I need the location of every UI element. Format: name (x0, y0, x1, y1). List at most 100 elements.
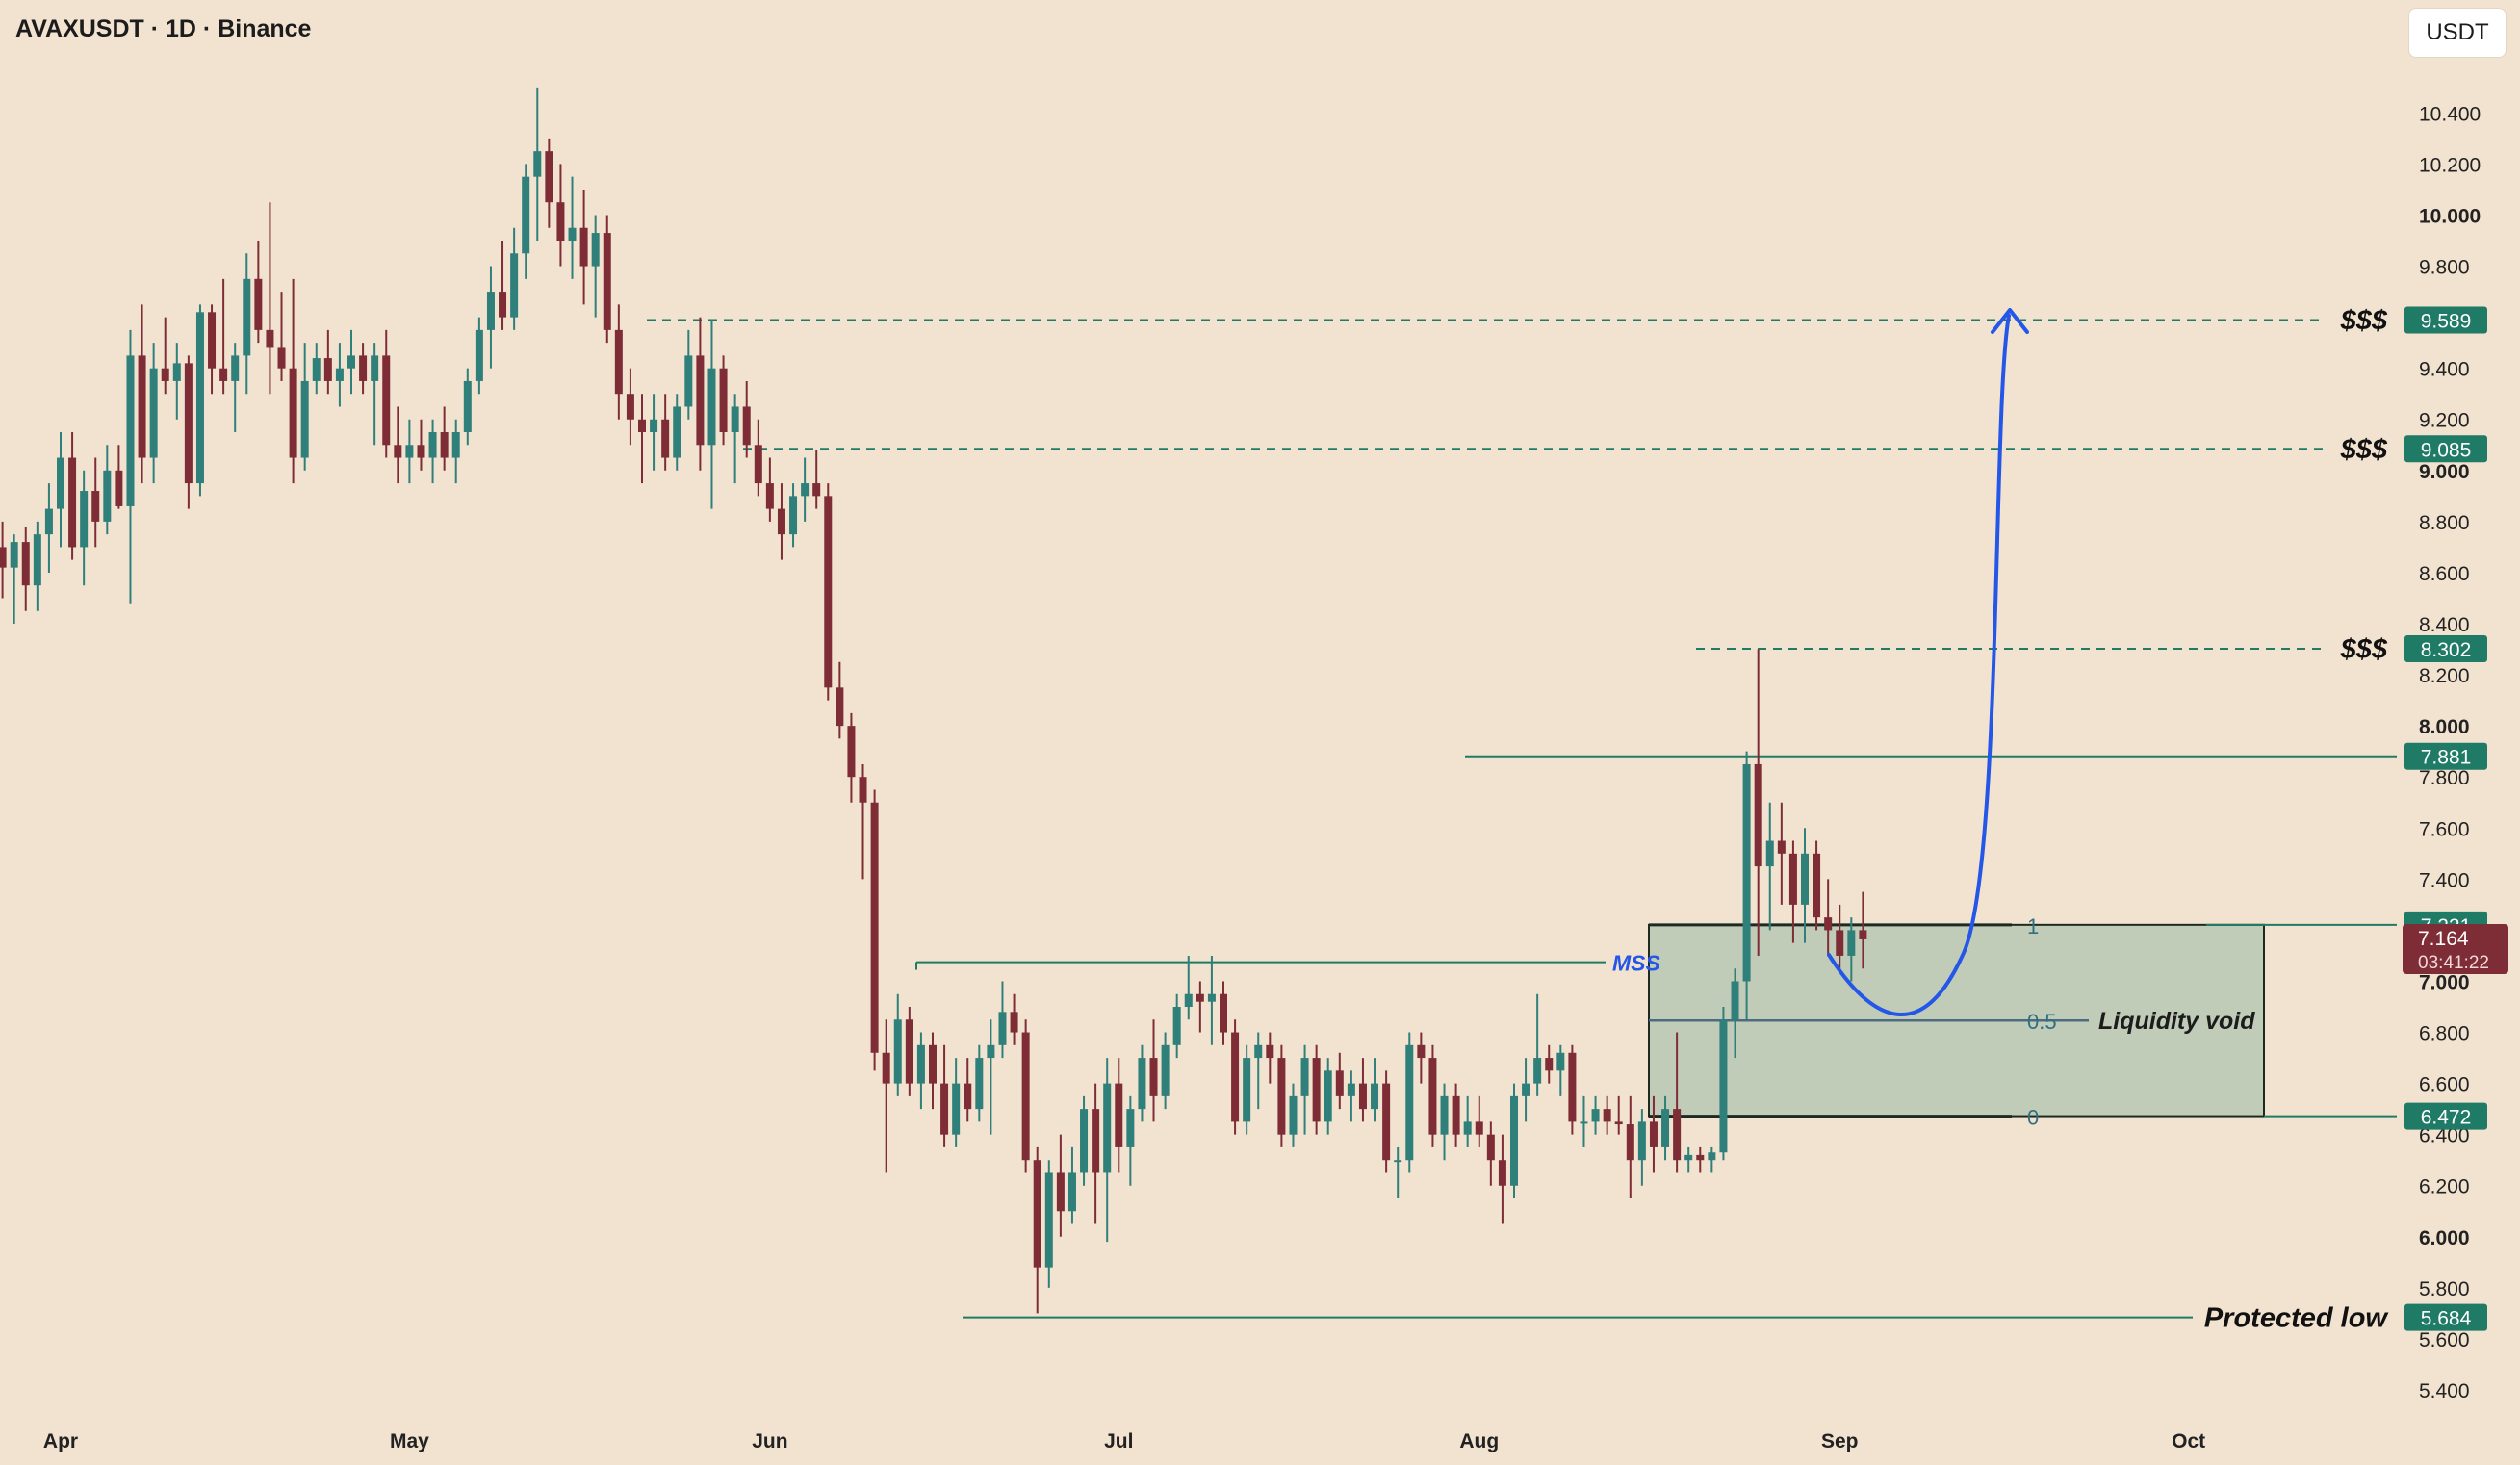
y-tick-label: 7.800 (2419, 767, 2470, 789)
liquidity-tag: $$$ (2340, 634, 2388, 665)
candle-body (405, 445, 414, 458)
candle-body (754, 445, 762, 484)
candle-body (161, 368, 169, 381)
candle-body (33, 534, 41, 586)
candle-body (533, 151, 542, 177)
candle-body (277, 347, 286, 369)
candle-body (0, 547, 7, 568)
candle-body (1463, 1121, 1472, 1135)
candle-body (1126, 1109, 1135, 1147)
candle-countdown: 03:41:22 (2418, 953, 2489, 973)
candle-body (824, 496, 833, 688)
candle-body (638, 419, 646, 433)
candle-body (440, 432, 449, 458)
candle-body (673, 406, 681, 458)
candle-body (1277, 1058, 1286, 1135)
candle-body (1801, 853, 1809, 905)
candle-body (545, 151, 553, 203)
candle-body (719, 368, 728, 433)
candle-body (650, 419, 658, 433)
candle-body (591, 233, 600, 267)
candle-body (603, 233, 611, 330)
candle-body (1836, 930, 1844, 956)
y-tick-label: 8.200 (2419, 665, 2470, 687)
candle-body (1149, 1058, 1158, 1096)
currency-button[interactable]: USDT (2408, 8, 2507, 58)
candle-body (335, 368, 344, 381)
y-tick-label: 10.000 (2419, 205, 2481, 227)
candle-body (1371, 1083, 1379, 1110)
candle-body (522, 176, 530, 254)
candle-body (1405, 1044, 1414, 1161)
candle-body (789, 496, 798, 535)
price-badge (2404, 306, 2487, 334)
chart-title: AVAXUSDT · 1D · Binance (15, 15, 312, 42)
candle-body (499, 292, 507, 318)
candle-body (1243, 1058, 1251, 1122)
candle-body (21, 542, 30, 586)
fib-label-0: 0 (2027, 1106, 2039, 1130)
price-badge (2404, 1102, 2487, 1130)
y-tick-label: 9.200 (2419, 410, 2470, 432)
price-badge-label: 8.302 (2421, 639, 2472, 661)
price-badge (2404, 635, 2487, 663)
candle-body (882, 1052, 890, 1084)
candle-body (371, 355, 379, 381)
candle-body (1742, 763, 1751, 982)
x-tick-label: May (390, 1430, 429, 1452)
candle-body (1428, 1058, 1437, 1135)
candle-body (231, 355, 240, 381)
candle-body (57, 457, 64, 509)
projection-arrow (1827, 314, 2011, 1016)
candle-body (126, 355, 135, 506)
candle-body (661, 419, 670, 458)
candle-body (1696, 1154, 1705, 1161)
candle-body (1661, 1109, 1670, 1147)
candle-body (428, 432, 437, 458)
candle-body (626, 394, 634, 420)
candle-body (219, 368, 228, 381)
candle-body (1824, 917, 1833, 931)
x-tick-label: Apr (43, 1430, 78, 1452)
candle-body (1382, 1083, 1391, 1161)
candle-body (1324, 1070, 1332, 1122)
candle-body (975, 1058, 984, 1110)
y-tick-label: 5.800 (2419, 1278, 2470, 1300)
y-tick-label: 6.200 (2419, 1176, 2470, 1198)
candle-body (1580, 1121, 1588, 1124)
candle-body (1138, 1058, 1146, 1110)
y-tick-label: 6.800 (2419, 1023, 2470, 1045)
candle-body (1765, 840, 1774, 867)
projection-arrowhead (1991, 308, 2029, 334)
price-badge-label: 9.589 (2421, 311, 2472, 333)
price-badge (2404, 1303, 2487, 1331)
candle-body (382, 355, 391, 446)
y-tick-label: 9.400 (2419, 359, 2470, 381)
y-tick-label: 6.000 (2419, 1227, 2470, 1249)
candle-body (463, 380, 472, 433)
y-tick-label: 7.600 (2419, 818, 2470, 840)
y-tick-label: 6.400 (2419, 1125, 2470, 1147)
x-tick-label: Sep (1821, 1430, 1859, 1452)
candle-body (1498, 1160, 1506, 1186)
candle-body (1358, 1083, 1367, 1110)
candle-body (1080, 1109, 1089, 1173)
candle-body (1021, 1032, 1030, 1161)
price-badge (2404, 435, 2487, 463)
candle-body (568, 227, 577, 242)
candle-body (80, 491, 89, 548)
candle-body (1510, 1095, 1518, 1186)
candle-body (696, 355, 705, 446)
candle-body (1626, 1124, 1634, 1161)
candle-body (91, 491, 100, 522)
candle-body (1545, 1058, 1554, 1071)
liquidity-tag: $$$ (2340, 306, 2388, 337)
candle-body (1161, 1044, 1170, 1096)
candle-body (998, 1012, 1007, 1045)
candle-body (1568, 1052, 1577, 1122)
candle-body (940, 1083, 949, 1135)
y-tick-label: 9.800 (2419, 257, 2470, 279)
candle-body (1813, 853, 1821, 918)
candle-body (347, 355, 355, 369)
